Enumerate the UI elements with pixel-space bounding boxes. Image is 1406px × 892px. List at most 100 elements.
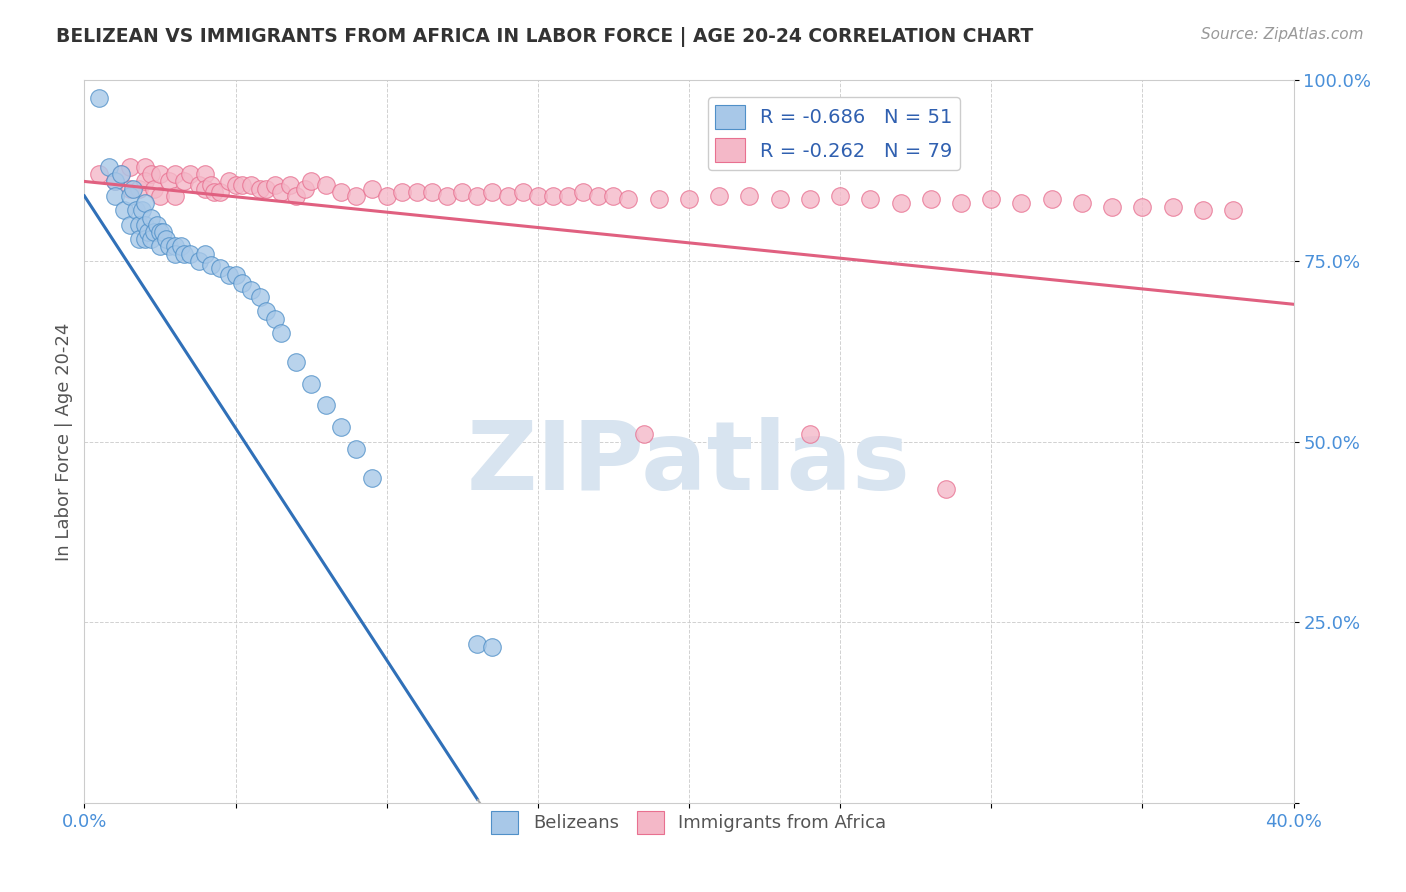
- Point: [202, 186, 225, 200]
- Point: [572, 186, 595, 200]
- Point: [218, 268, 240, 283]
- Point: [602, 189, 624, 203]
- Point: [112, 203, 135, 218]
- Point: [139, 211, 162, 225]
- Point: [1161, 200, 1184, 214]
- Point: [134, 218, 156, 232]
- Point: [125, 203, 148, 218]
- Point: [451, 186, 474, 200]
- Point: [1071, 196, 1094, 211]
- Point: [738, 189, 761, 203]
- Point: [830, 189, 852, 203]
- Point: [209, 261, 232, 276]
- Point: [769, 193, 792, 207]
- Point: [346, 189, 368, 203]
- Point: [194, 182, 217, 196]
- Point: [1222, 203, 1244, 218]
- Point: [375, 189, 398, 203]
- Point: [360, 470, 382, 484]
- Text: Source: ZipAtlas.com: Source: ZipAtlas.com: [1201, 27, 1364, 42]
- Point: [131, 203, 153, 218]
- Point: [391, 186, 413, 200]
- Point: [270, 186, 292, 200]
- Point: [299, 376, 322, 391]
- Point: [89, 91, 111, 105]
- Point: [527, 189, 550, 203]
- Point: [541, 189, 564, 203]
- Point: [285, 355, 308, 369]
- Point: [146, 218, 169, 232]
- Point: [294, 182, 316, 196]
- Point: [1192, 203, 1215, 218]
- Point: [263, 311, 285, 326]
- Point: [648, 193, 671, 207]
- Point: [859, 193, 882, 207]
- Point: [496, 189, 519, 203]
- Point: [118, 160, 141, 174]
- Point: [149, 167, 172, 181]
- Point: [557, 189, 579, 203]
- Point: [139, 167, 162, 181]
- Point: [436, 189, 458, 203]
- Point: [249, 182, 271, 196]
- Point: [1101, 200, 1123, 214]
- Point: [118, 218, 141, 232]
- Point: [254, 304, 277, 318]
- Point: [1130, 200, 1153, 214]
- Point: [263, 178, 285, 192]
- Point: [97, 160, 120, 174]
- Point: [173, 174, 195, 188]
- Point: [315, 178, 337, 192]
- Point: [136, 225, 159, 239]
- Point: [188, 178, 211, 192]
- Point: [149, 239, 172, 253]
- Point: [481, 640, 503, 655]
- Point: [188, 253, 211, 268]
- Point: [709, 189, 731, 203]
- Point: [315, 398, 337, 412]
- Point: [467, 637, 489, 651]
- Point: [239, 178, 262, 192]
- Point: [170, 239, 193, 253]
- Point: [278, 178, 301, 192]
- Point: [330, 420, 353, 434]
- Point: [633, 427, 655, 442]
- Y-axis label: In Labor Force | Age 20-24: In Labor Force | Age 20-24: [55, 322, 73, 561]
- Point: [149, 189, 172, 203]
- Point: [406, 186, 429, 200]
- Point: [249, 290, 271, 304]
- Point: [270, 326, 292, 340]
- Point: [254, 182, 277, 196]
- Point: [128, 232, 150, 246]
- Point: [165, 246, 187, 260]
- Point: [218, 174, 240, 188]
- Point: [225, 268, 247, 283]
- Point: [799, 427, 821, 442]
- Point: [165, 189, 187, 203]
- Point: [239, 283, 262, 297]
- Point: [139, 232, 162, 246]
- Point: [194, 246, 217, 260]
- Point: [179, 167, 201, 181]
- Point: [89, 167, 111, 181]
- Point: [200, 178, 222, 192]
- Point: [346, 442, 368, 456]
- Point: [134, 160, 156, 174]
- Point: [121, 182, 143, 196]
- Point: [165, 239, 187, 253]
- Point: [467, 189, 489, 203]
- Point: [481, 186, 503, 200]
- Point: [920, 193, 942, 207]
- Point: [104, 174, 127, 188]
- Point: [142, 182, 165, 196]
- Point: [420, 186, 443, 200]
- Point: [118, 189, 141, 203]
- Point: [678, 193, 700, 207]
- Point: [157, 174, 180, 188]
- Point: [980, 193, 1002, 207]
- Point: [200, 258, 222, 272]
- Point: [512, 186, 534, 200]
- Point: [110, 167, 132, 181]
- Point: [225, 178, 247, 192]
- Point: [1040, 193, 1063, 207]
